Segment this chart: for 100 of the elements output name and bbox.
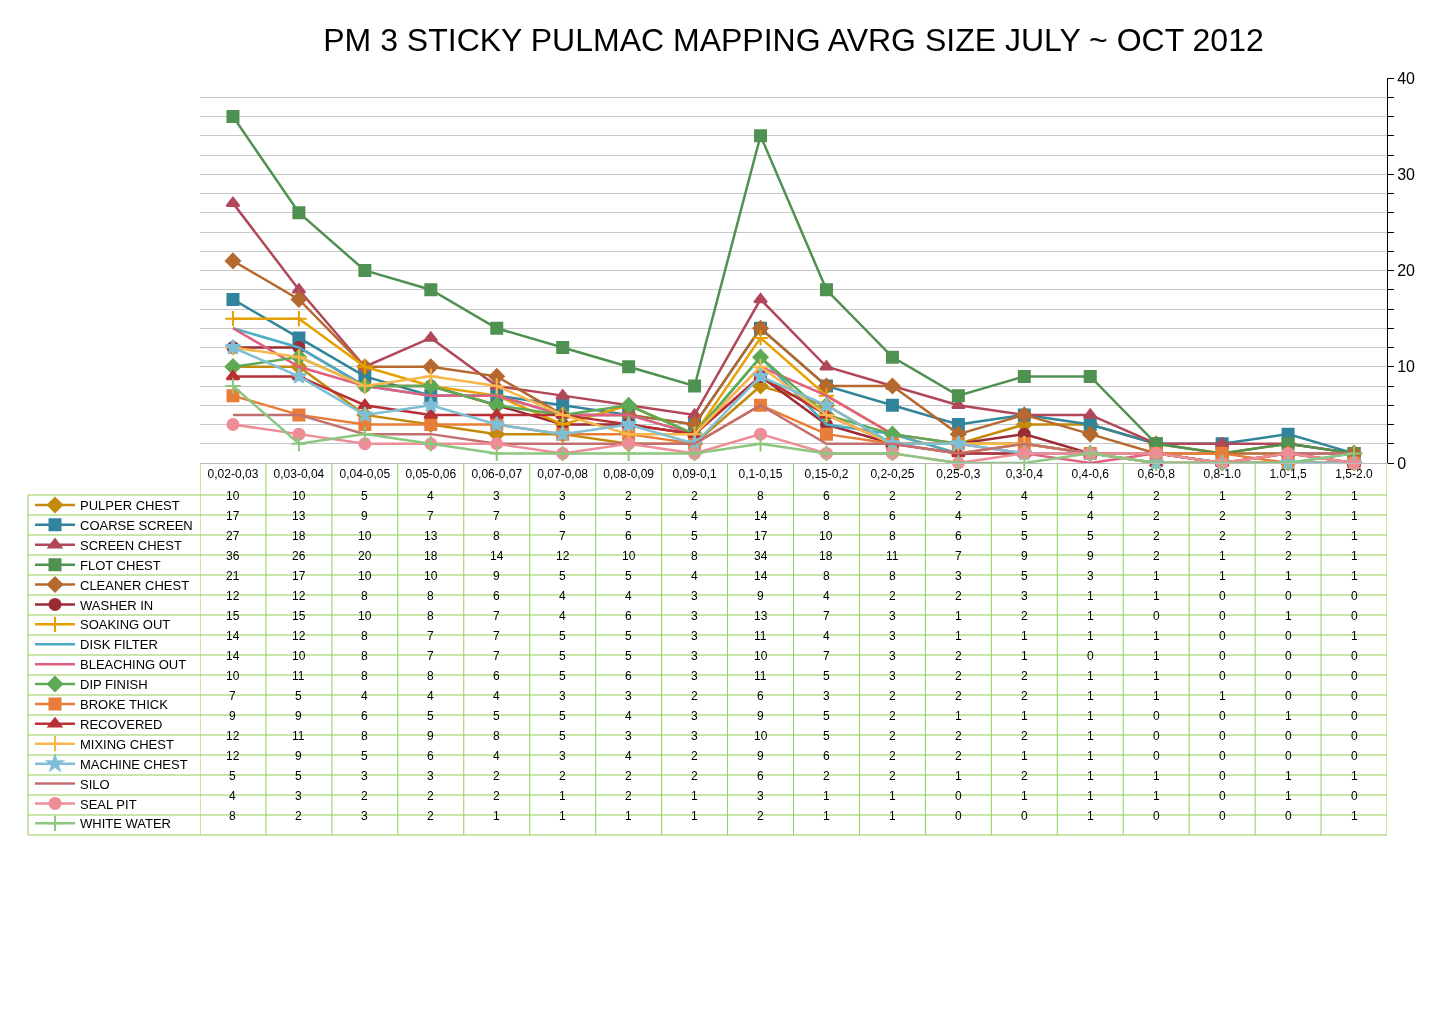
data-label: 1 xyxy=(1087,749,1094,763)
data-label: 3 xyxy=(559,689,566,703)
data-label: 4 xyxy=(955,509,962,523)
data-label: 7 xyxy=(427,649,434,663)
data-label: 1 xyxy=(1153,769,1160,783)
data-label: 4 xyxy=(493,689,500,703)
data-label: 2 xyxy=(1285,489,1292,503)
data-label: 12 xyxy=(226,749,240,763)
data-label: 3 xyxy=(691,609,698,623)
data-label: 0 xyxy=(1153,729,1160,743)
data-label: 1 xyxy=(1351,549,1358,563)
data-label: 6 xyxy=(757,689,764,703)
data-label: 1 xyxy=(691,789,698,803)
data-label: 2 xyxy=(559,769,566,783)
data-label: 0 xyxy=(1087,649,1094,663)
data-label: 0 xyxy=(1285,809,1292,823)
data-label: 1 xyxy=(1351,629,1358,643)
chart-title: PM 3 STICKY PULMAC MAPPING AVRG SIZE JULY ~ OCT 2012 xyxy=(323,22,1264,59)
data-label: 1 xyxy=(1285,609,1292,623)
x-tick-label: 0,8-1.0 xyxy=(1203,467,1242,482)
x-tick-label: 0,08-0,09 xyxy=(603,467,655,482)
data-label: 6 xyxy=(625,669,632,683)
data-label: 0 xyxy=(1285,629,1292,643)
data-label: 1 xyxy=(1087,629,1094,643)
data-label: 2 xyxy=(889,749,896,763)
data-label: 2 xyxy=(1021,769,1028,783)
data-label: 1 xyxy=(1351,489,1358,503)
data-label: 2 xyxy=(889,769,896,783)
data-label: 2 xyxy=(955,669,962,683)
y-tick-label: 20 xyxy=(1397,262,1416,280)
data-label: 4 xyxy=(691,569,698,583)
data-label: 10 xyxy=(754,649,768,663)
x-tick-label: 0,07-0,08 xyxy=(537,467,589,482)
data-label: 11 xyxy=(292,669,305,683)
data-label: 6 xyxy=(889,509,896,523)
data-label: 9 xyxy=(757,749,764,763)
data-label: 5 xyxy=(625,629,632,643)
data-label: 3 xyxy=(559,489,566,503)
data-label: 0 xyxy=(1219,769,1226,783)
x-tick-label: 1,5-2.0 xyxy=(1335,467,1374,482)
data-label: 1 xyxy=(1285,569,1292,583)
data-label: 2 xyxy=(1021,689,1028,703)
data-label: 0 xyxy=(1351,709,1358,723)
data-label: 4 xyxy=(823,629,830,643)
data-label: 2 xyxy=(823,769,830,783)
data-label: 2 xyxy=(493,789,500,803)
data-label: 4 xyxy=(427,689,434,703)
data-label: 2 xyxy=(955,689,962,703)
data-label: 7 xyxy=(229,689,236,703)
legend-label: BROKE THICK xyxy=(80,697,169,713)
data-label: 0 xyxy=(1153,749,1160,763)
data-label: 5 xyxy=(823,729,830,743)
data-label: 21 xyxy=(226,569,240,583)
data-label: 18 xyxy=(292,529,306,543)
data-label: 8 xyxy=(889,569,896,583)
y-tick-label: 10 xyxy=(1397,358,1416,376)
data-label: 1 xyxy=(1351,529,1358,543)
data-label: 2 xyxy=(1285,549,1292,563)
data-label: 4 xyxy=(559,609,566,623)
data-label: 0 xyxy=(1351,689,1358,703)
data-label: 0 xyxy=(1153,809,1160,823)
data-label: 6 xyxy=(559,509,566,523)
data-label: 17 xyxy=(292,569,306,583)
data-label: 2 xyxy=(1219,509,1226,523)
data-label: 0 xyxy=(955,789,962,803)
y-tick-label: 30 xyxy=(1397,165,1416,183)
data-label: 1 xyxy=(889,789,896,803)
data-label: 0 xyxy=(1153,609,1160,623)
data-label: 7 xyxy=(955,549,962,563)
data-label: 1 xyxy=(1153,569,1160,583)
data-label: 10 xyxy=(358,609,372,623)
data-label: 2 xyxy=(1021,729,1028,743)
data-label: 8 xyxy=(427,609,434,623)
data-label: 0 xyxy=(955,809,962,823)
data-label: 2 xyxy=(1153,489,1160,503)
data-label: 27 xyxy=(226,529,240,543)
data-label: 0 xyxy=(1219,589,1226,603)
data-label: 3 xyxy=(889,609,896,623)
data-label: 15 xyxy=(226,609,240,623)
data-label: 3 xyxy=(691,589,698,603)
data-label: 8 xyxy=(493,529,500,543)
data-label: 1 xyxy=(1219,489,1226,503)
data-label: 1 xyxy=(1021,709,1028,723)
data-label: 1 xyxy=(955,629,962,643)
data-label: 8 xyxy=(823,569,830,583)
data-label: 1 xyxy=(559,789,566,803)
x-tick-label: 0,1-0,15 xyxy=(738,467,783,482)
data-label: 3 xyxy=(757,789,764,803)
data-label: 18 xyxy=(424,549,438,563)
data-label: 2 xyxy=(889,489,896,503)
data-label: 2 xyxy=(691,489,698,503)
data-label: 11 xyxy=(754,669,767,683)
data-label: 4 xyxy=(229,789,236,803)
data-label: 5 xyxy=(1021,569,1028,583)
data-label: 9 xyxy=(1087,549,1094,563)
data-label: 2 xyxy=(691,749,698,763)
data-label: 5 xyxy=(361,489,368,503)
data-label: 15 xyxy=(292,609,306,623)
data-label: 12 xyxy=(226,729,240,743)
legend-label: SILO xyxy=(80,776,110,792)
